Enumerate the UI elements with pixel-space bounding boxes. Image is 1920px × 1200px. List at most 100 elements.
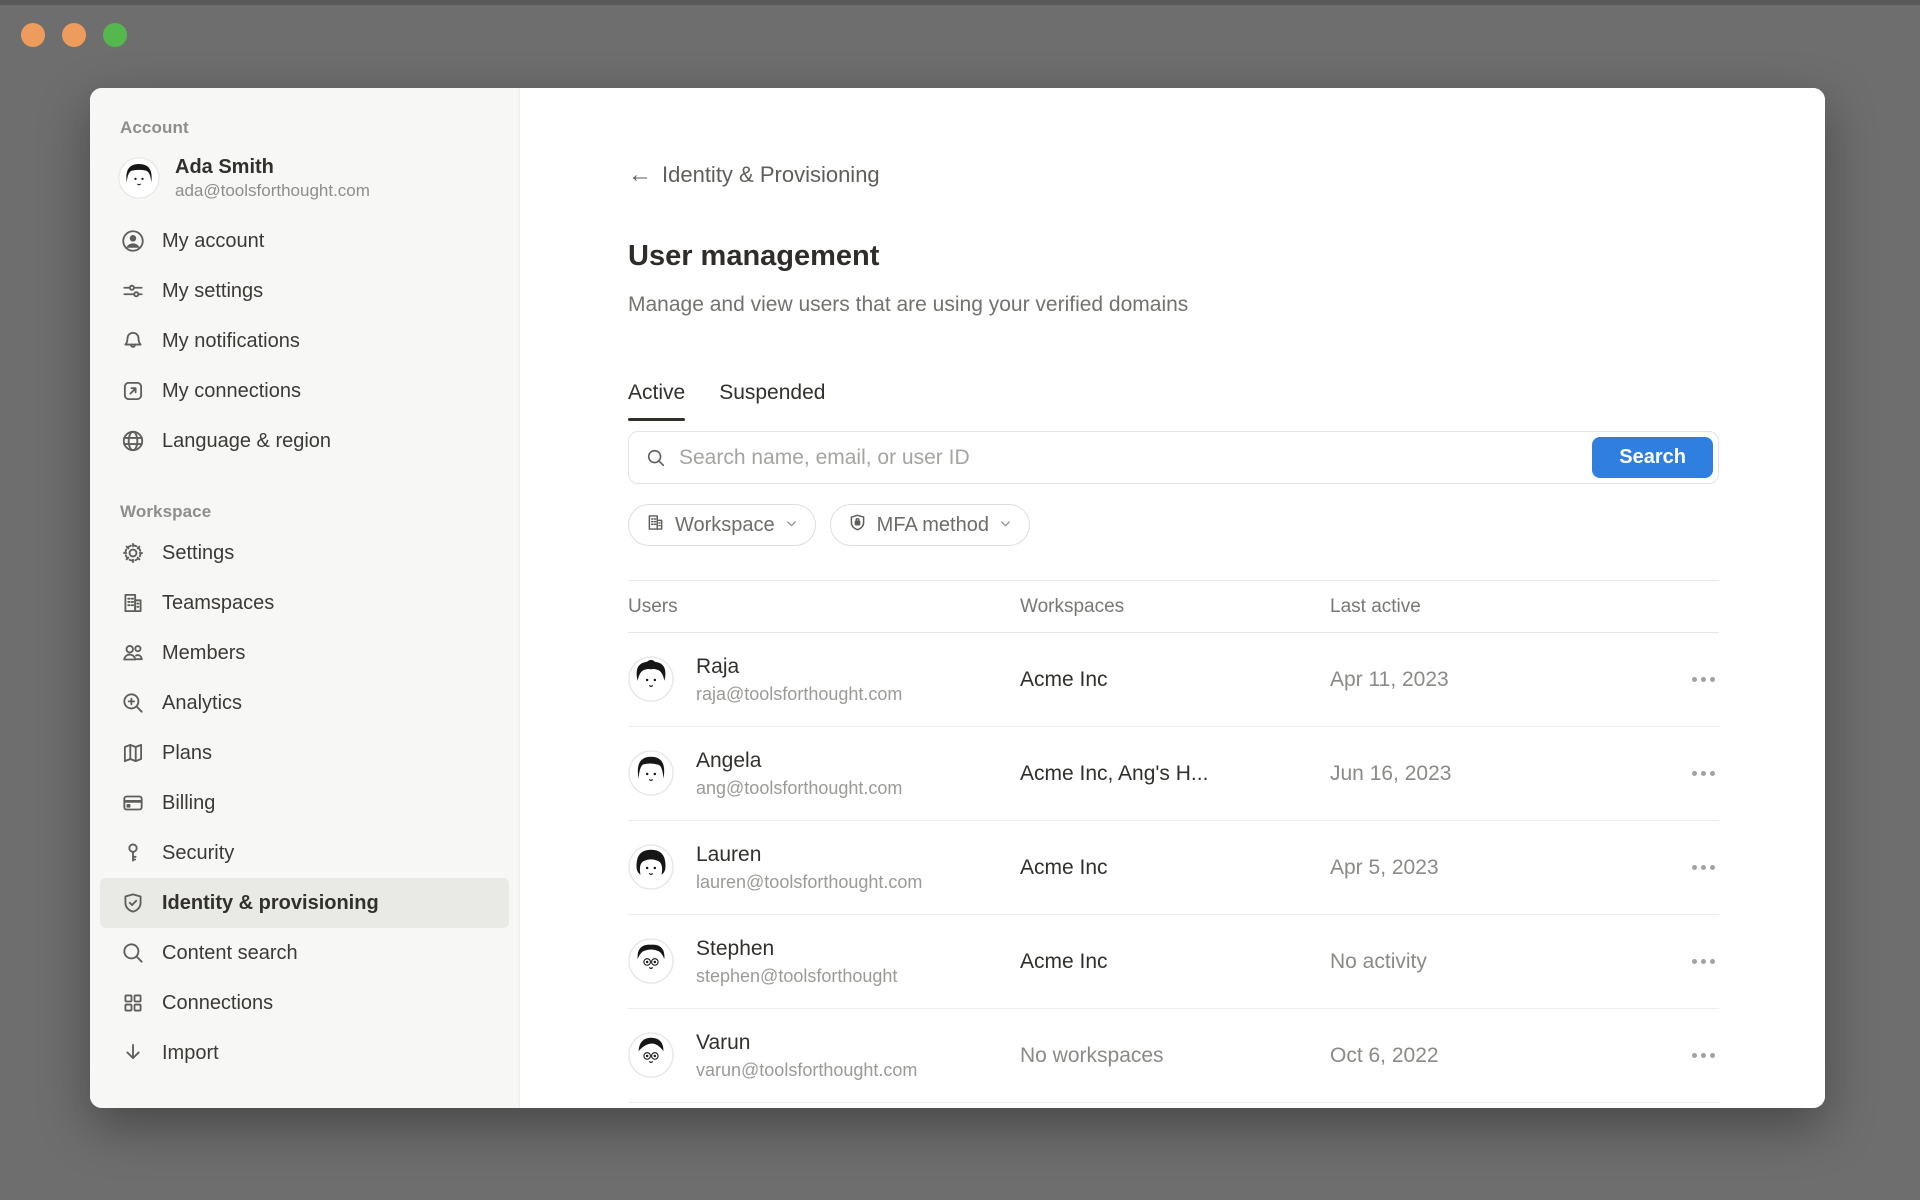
user-avatar — [628, 656, 674, 703]
magnifier-icon — [120, 940, 146, 966]
chevron-down-icon — [784, 514, 799, 537]
sidebar-item-teamspaces[interactable]: Teamspaces — [100, 578, 509, 628]
sidebar-item-label: Content search — [162, 941, 298, 964]
gear-icon — [120, 540, 146, 566]
page-subtitle: Manage and view users that are using you… — [628, 293, 1189, 316]
user-email: ang@toolsforthought.com — [696, 777, 903, 798]
sidebar-item-label: Connections — [162, 991, 274, 1014]
sidebar-item-label: My notifications — [162, 329, 300, 352]
settings-sidebar: Account Ada Smith ada@toolsforthought.co… — [90, 88, 520, 1108]
back-link[interactable]: ← Identity & Provisioning — [628, 162, 880, 188]
row-workspaces: Acme Inc, Ang's H... — [1020, 761, 1209, 785]
row-workspaces: No workspaces — [1020, 1043, 1164, 1067]
workspace-section-header: Workspace — [120, 502, 212, 522]
sidebar-item-plans[interactable]: Plans — [100, 728, 509, 778]
row-last-active: Apr 5, 2023 — [1330, 855, 1439, 879]
sidebar-item-my-connections[interactable]: My connections — [100, 366, 509, 416]
sidebar-item-my-account[interactable]: My account — [100, 216, 509, 266]
globe-icon — [120, 428, 146, 454]
row-actions-button[interactable] — [1688, 855, 1719, 880]
user-name: Lauren — [696, 843, 762, 867]
row-actions-button[interactable] — [1688, 1043, 1719, 1068]
filter-chip-mfa-method[interactable]: MFA method — [829, 504, 1030, 546]
row-workspaces: Acme Inc — [1020, 667, 1108, 691]
sidebar-item-billing[interactable]: Billing — [100, 778, 509, 828]
sidebar-item-language-region[interactable]: Language & region — [100, 416, 509, 466]
sidebar-item-security[interactable]: Security — [100, 828, 509, 878]
row-last-active: Jun 16, 2023 — [1330, 761, 1452, 785]
user-email: raja@toolsforthought.com — [696, 683, 903, 704]
people-icon — [120, 640, 146, 666]
sidebar-item-label: Billing — [162, 791, 216, 814]
users-table-header: Users Workspaces Last active — [628, 580, 1719, 633]
profile-avatar — [118, 157, 160, 199]
column-header-users: Users — [628, 595, 678, 617]
user-name: Raja — [696, 655, 740, 679]
row-actions-button[interactable] — [1688, 667, 1719, 692]
row-workspaces: Acme Inc — [1020, 855, 1108, 879]
tab-suspended[interactable]: Suspended — [719, 381, 826, 404]
user-list-tabs: Active Suspended — [628, 381, 1719, 421]
magnifier-plus-icon — [120, 690, 146, 716]
tab-active[interactable]: Active — [628, 381, 686, 421]
sidebar-item-label: Security — [162, 841, 235, 864]
back-arrow-icon: ← — [628, 161, 652, 188]
profile-email: ada@toolsforthought.com — [175, 181, 370, 200]
sidebar-item-label: Identity & provisioning — [162, 891, 379, 914]
sidebar-item-label: My settings — [162, 279, 264, 302]
user-name: Stephen — [696, 937, 775, 961]
sidebar-item-label: My connections — [162, 379, 301, 402]
sidebar-item-label: Import — [162, 1041, 219, 1064]
sidebar-item-content-search[interactable]: Content search — [100, 928, 509, 978]
zoom-window-button[interactable] — [103, 23, 127, 47]
sidebar-item-identity-provisioning[interactable]: Identity & provisioning — [100, 878, 509, 929]
table-row: Lauren lauren@toolsforthought.com Acme I… — [628, 821, 1719, 915]
bell-icon — [120, 328, 146, 354]
user-email: stephen@toolsforthought — [696, 965, 898, 986]
sidebar-item-label: My account — [162, 229, 265, 252]
sidebar-item-connections[interactable]: Connections — [100, 978, 509, 1028]
close-window-button[interactable] — [21, 23, 45, 47]
sidebar-item-my-settings[interactable]: My settings — [100, 266, 509, 316]
row-actions-button[interactable] — [1688, 761, 1719, 786]
arrow-out-box-icon — [120, 378, 146, 404]
minimize-window-button[interactable] — [62, 23, 86, 47]
chevron-down-icon — [998, 514, 1013, 537]
profile-name: Ada Smith — [175, 156, 274, 178]
window-controls — [21, 23, 127, 47]
column-header-last-active: Last active — [1330, 595, 1421, 617]
sidebar-item-label: Plans — [162, 741, 213, 764]
filter-chip-workspace[interactable]: Workspace — [628, 504, 816, 546]
column-header-workspaces: Workspaces — [1020, 595, 1125, 617]
sidebar-item-members[interactable]: Members — [100, 628, 509, 678]
person-circle-icon — [120, 228, 146, 254]
row-actions-button[interactable] — [1688, 949, 1719, 974]
sliders-icon — [120, 278, 146, 304]
sidebar-item-settings[interactable]: Settings — [100, 528, 509, 578]
filter-chips: Workspace MFA method — [628, 504, 1719, 546]
workspace-menu: Settings Teamspaces Members Analytics Pl… — [90, 528, 519, 1078]
user-name: Varun — [696, 1031, 751, 1055]
filter-chip-label: MFA method — [876, 513, 989, 536]
main-panel: ← Identity & Provisioning User managemen… — [520, 88, 1825, 1108]
users-table: Users Workspaces Last active Raja raja@t… — [628, 580, 1719, 1103]
building-icon — [120, 590, 146, 616]
user-avatar — [628, 750, 674, 797]
row-workspaces: Acme Inc — [1020, 949, 1108, 973]
row-last-active: No activity — [1330, 949, 1427, 973]
shield-check-icon — [120, 890, 146, 916]
search-input[interactable] — [667, 445, 1718, 470]
settings-window: Account Ada Smith ada@toolsforthought.co… — [90, 88, 1825, 1108]
sidebar-item-analytics[interactable]: Analytics — [100, 678, 509, 728]
sidebar-item-label: Analytics — [162, 691, 243, 714]
sidebar-item-my-notifications[interactable]: My notifications — [100, 316, 509, 366]
search-icon — [645, 447, 667, 469]
search-button[interactable]: Search — [1592, 437, 1713, 478]
row-last-active: Oct 6, 2022 — [1330, 1043, 1439, 1067]
download-arrow-icon — [120, 1040, 146, 1066]
row-last-active: Apr 11, 2023 — [1330, 667, 1449, 691]
account-menu: My account My settings My notifications … — [90, 216, 519, 466]
account-section-header: Account — [120, 118, 189, 137]
sidebar-item-import[interactable]: Import — [100, 1028, 509, 1078]
